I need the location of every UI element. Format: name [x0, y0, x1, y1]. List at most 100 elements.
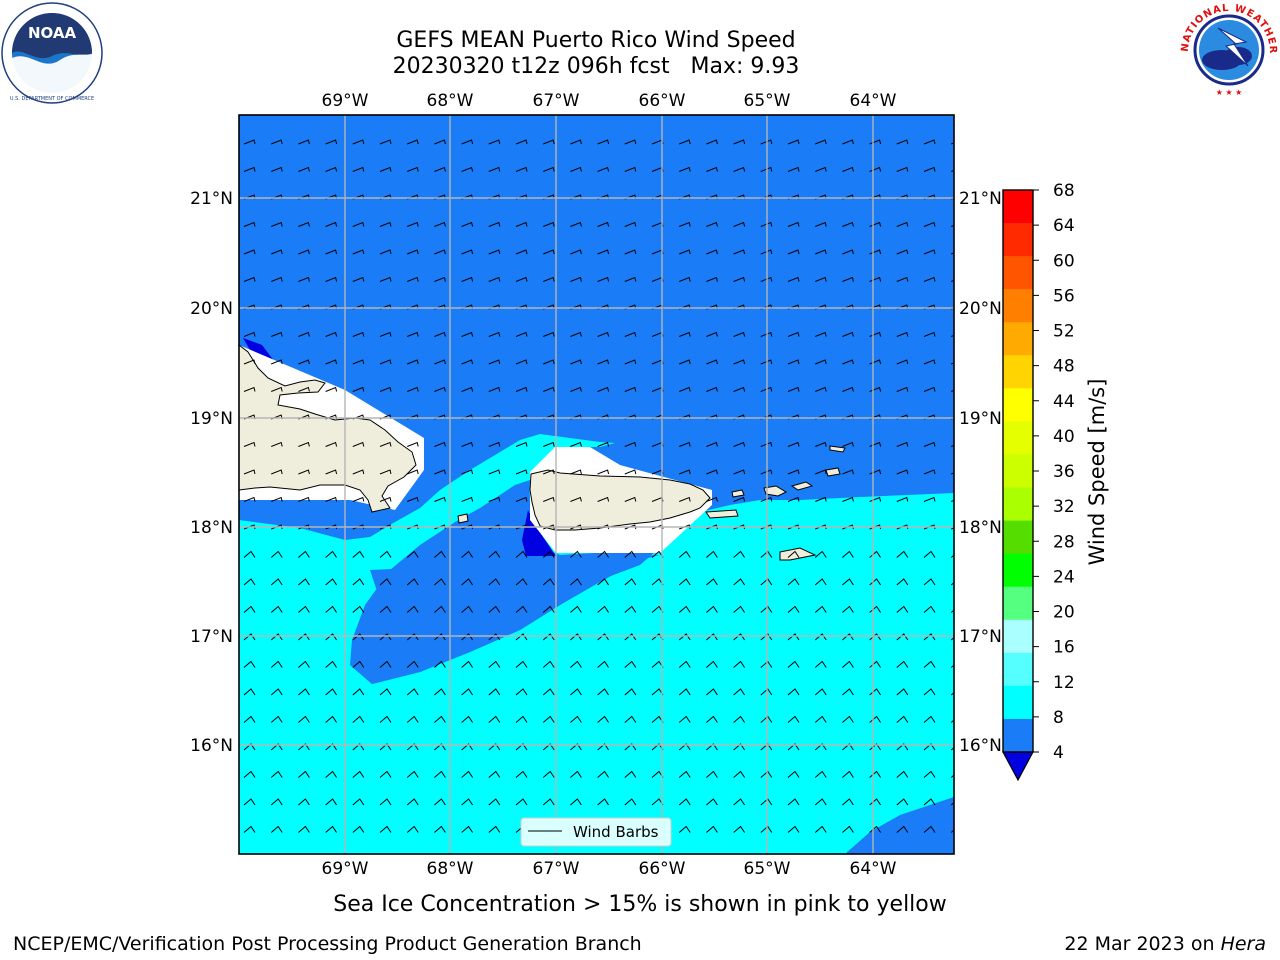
- wind-barb: [352, 550, 365, 558]
- wind-barb: [298, 715, 310, 723]
- wind-barb: [896, 605, 909, 613]
- wind-barb: [679, 441, 691, 447]
- wind-barb: [461, 166, 474, 172]
- wind-barb: [379, 743, 392, 751]
- wind-barb: [407, 249, 419, 255]
- wind-barb: [488, 798, 501, 806]
- wind-barb: [896, 660, 909, 668]
- wind-barb: [760, 166, 773, 172]
- wind-barb: [624, 770, 637, 778]
- wind-barb: [298, 825, 310, 833]
- colorbar-segment: [1003, 355, 1033, 389]
- wind-barb: [733, 578, 746, 586]
- wind-barb: [325, 660, 338, 668]
- wind-barb: [379, 605, 392, 613]
- wind-barb: [733, 249, 746, 255]
- wind-barb: [570, 798, 582, 806]
- wind-barb: [760, 249, 773, 255]
- wind-barb: [515, 496, 528, 502]
- wind-barb: [787, 825, 800, 833]
- wind-barb: [869, 688, 882, 696]
- wind-barb: [706, 798, 718, 806]
- wind-barb: [379, 139, 392, 145]
- wind-barb: [706, 496, 718, 502]
- wind-barb: [678, 715, 691, 723]
- wind-barb: [815, 496, 827, 502]
- nws-logo: NATIONAL WEATHER SERVICE ★ ★ ★: [1178, 0, 1277, 98]
- wind-barb: [842, 496, 854, 502]
- wind-barb: [298, 221, 310, 227]
- wind-barb: [325, 715, 338, 723]
- wind-barb: [787, 249, 800, 255]
- wind-barb: [298, 550, 310, 558]
- colorbar-segment: [1003, 586, 1033, 621]
- wind-barb: [515, 276, 528, 282]
- lat-tick-left: 20°N: [190, 299, 233, 319]
- wind-barb: [896, 249, 909, 255]
- wind-barb: [543, 249, 555, 255]
- wind-barb: [896, 469, 909, 475]
- wind-barb: [923, 688, 936, 696]
- wind-barb: [243, 825, 256, 833]
- lat-tick-right: 16°N: [959, 736, 1002, 756]
- wind-barb: [270, 770, 283, 778]
- legend-label: Wind Barbs: [573, 823, 659, 841]
- wind-barb: [325, 139, 338, 145]
- wind-barb: [406, 798, 419, 806]
- wind-barb: [352, 139, 365, 145]
- wind-barb: [243, 139, 256, 145]
- wind-barb: [543, 331, 555, 337]
- wind-barb: [869, 605, 882, 613]
- wind-barb: [733, 688, 746, 696]
- wind-barb: [406, 550, 419, 558]
- title-line-2: 20230320 t12z 096h fcst Max: 9.93: [392, 54, 800, 79]
- wind-barb: [597, 496, 610, 502]
- wind-barb: [542, 550, 555, 558]
- wind-barb: [706, 605, 718, 613]
- wind-barb: [406, 578, 419, 586]
- wind-barb: [515, 249, 528, 255]
- wind-barb: [842, 276, 854, 282]
- wind-barb: [461, 276, 474, 282]
- wind-barb: [760, 770, 773, 778]
- wind-barb: [733, 660, 746, 668]
- wind-barb: [896, 441, 909, 447]
- wind-barb: [760, 660, 773, 668]
- wind-barb: [515, 688, 528, 696]
- wind-barb: [624, 605, 637, 613]
- wind-barb: [379, 249, 392, 255]
- wind-barb: [434, 578, 446, 586]
- wind-barb: [842, 386, 854, 392]
- wind-barb: [760, 496, 773, 502]
- wind-barb: [434, 166, 446, 172]
- wind-barb: [407, 386, 419, 392]
- wind-barb: [923, 605, 936, 613]
- wind-barb: [543, 276, 555, 282]
- land-virgin-islands: [705, 445, 846, 519]
- wind-barb: [706, 688, 718, 696]
- wind-barb: [515, 331, 528, 337]
- wind-barb: [814, 660, 827, 668]
- wind-barb: [461, 441, 474, 447]
- wind-barb: [379, 688, 392, 696]
- wind-barb: [570, 276, 582, 282]
- wind-barb: [787, 276, 800, 282]
- wind-barb: [379, 166, 392, 172]
- wind-barb: [814, 633, 827, 641]
- wind-barb: [488, 825, 501, 833]
- wind-barb: [706, 221, 718, 227]
- wind-barb: [678, 550, 691, 558]
- wind-barb: [570, 469, 582, 475]
- wind-barb: [733, 715, 746, 723]
- wind-barb: [869, 578, 882, 586]
- wind-barb: [597, 605, 610, 613]
- wind-barb: [570, 550, 582, 558]
- wind-barb: [407, 276, 419, 282]
- wind-barb: [679, 221, 691, 227]
- wind-barb: [896, 359, 909, 365]
- colorbar-segment: [1003, 388, 1033, 422]
- wind-barb: [461, 633, 474, 641]
- wind-barb: [760, 688, 773, 696]
- wind-barb: [407, 469, 419, 475]
- wind-barb: [733, 469, 746, 475]
